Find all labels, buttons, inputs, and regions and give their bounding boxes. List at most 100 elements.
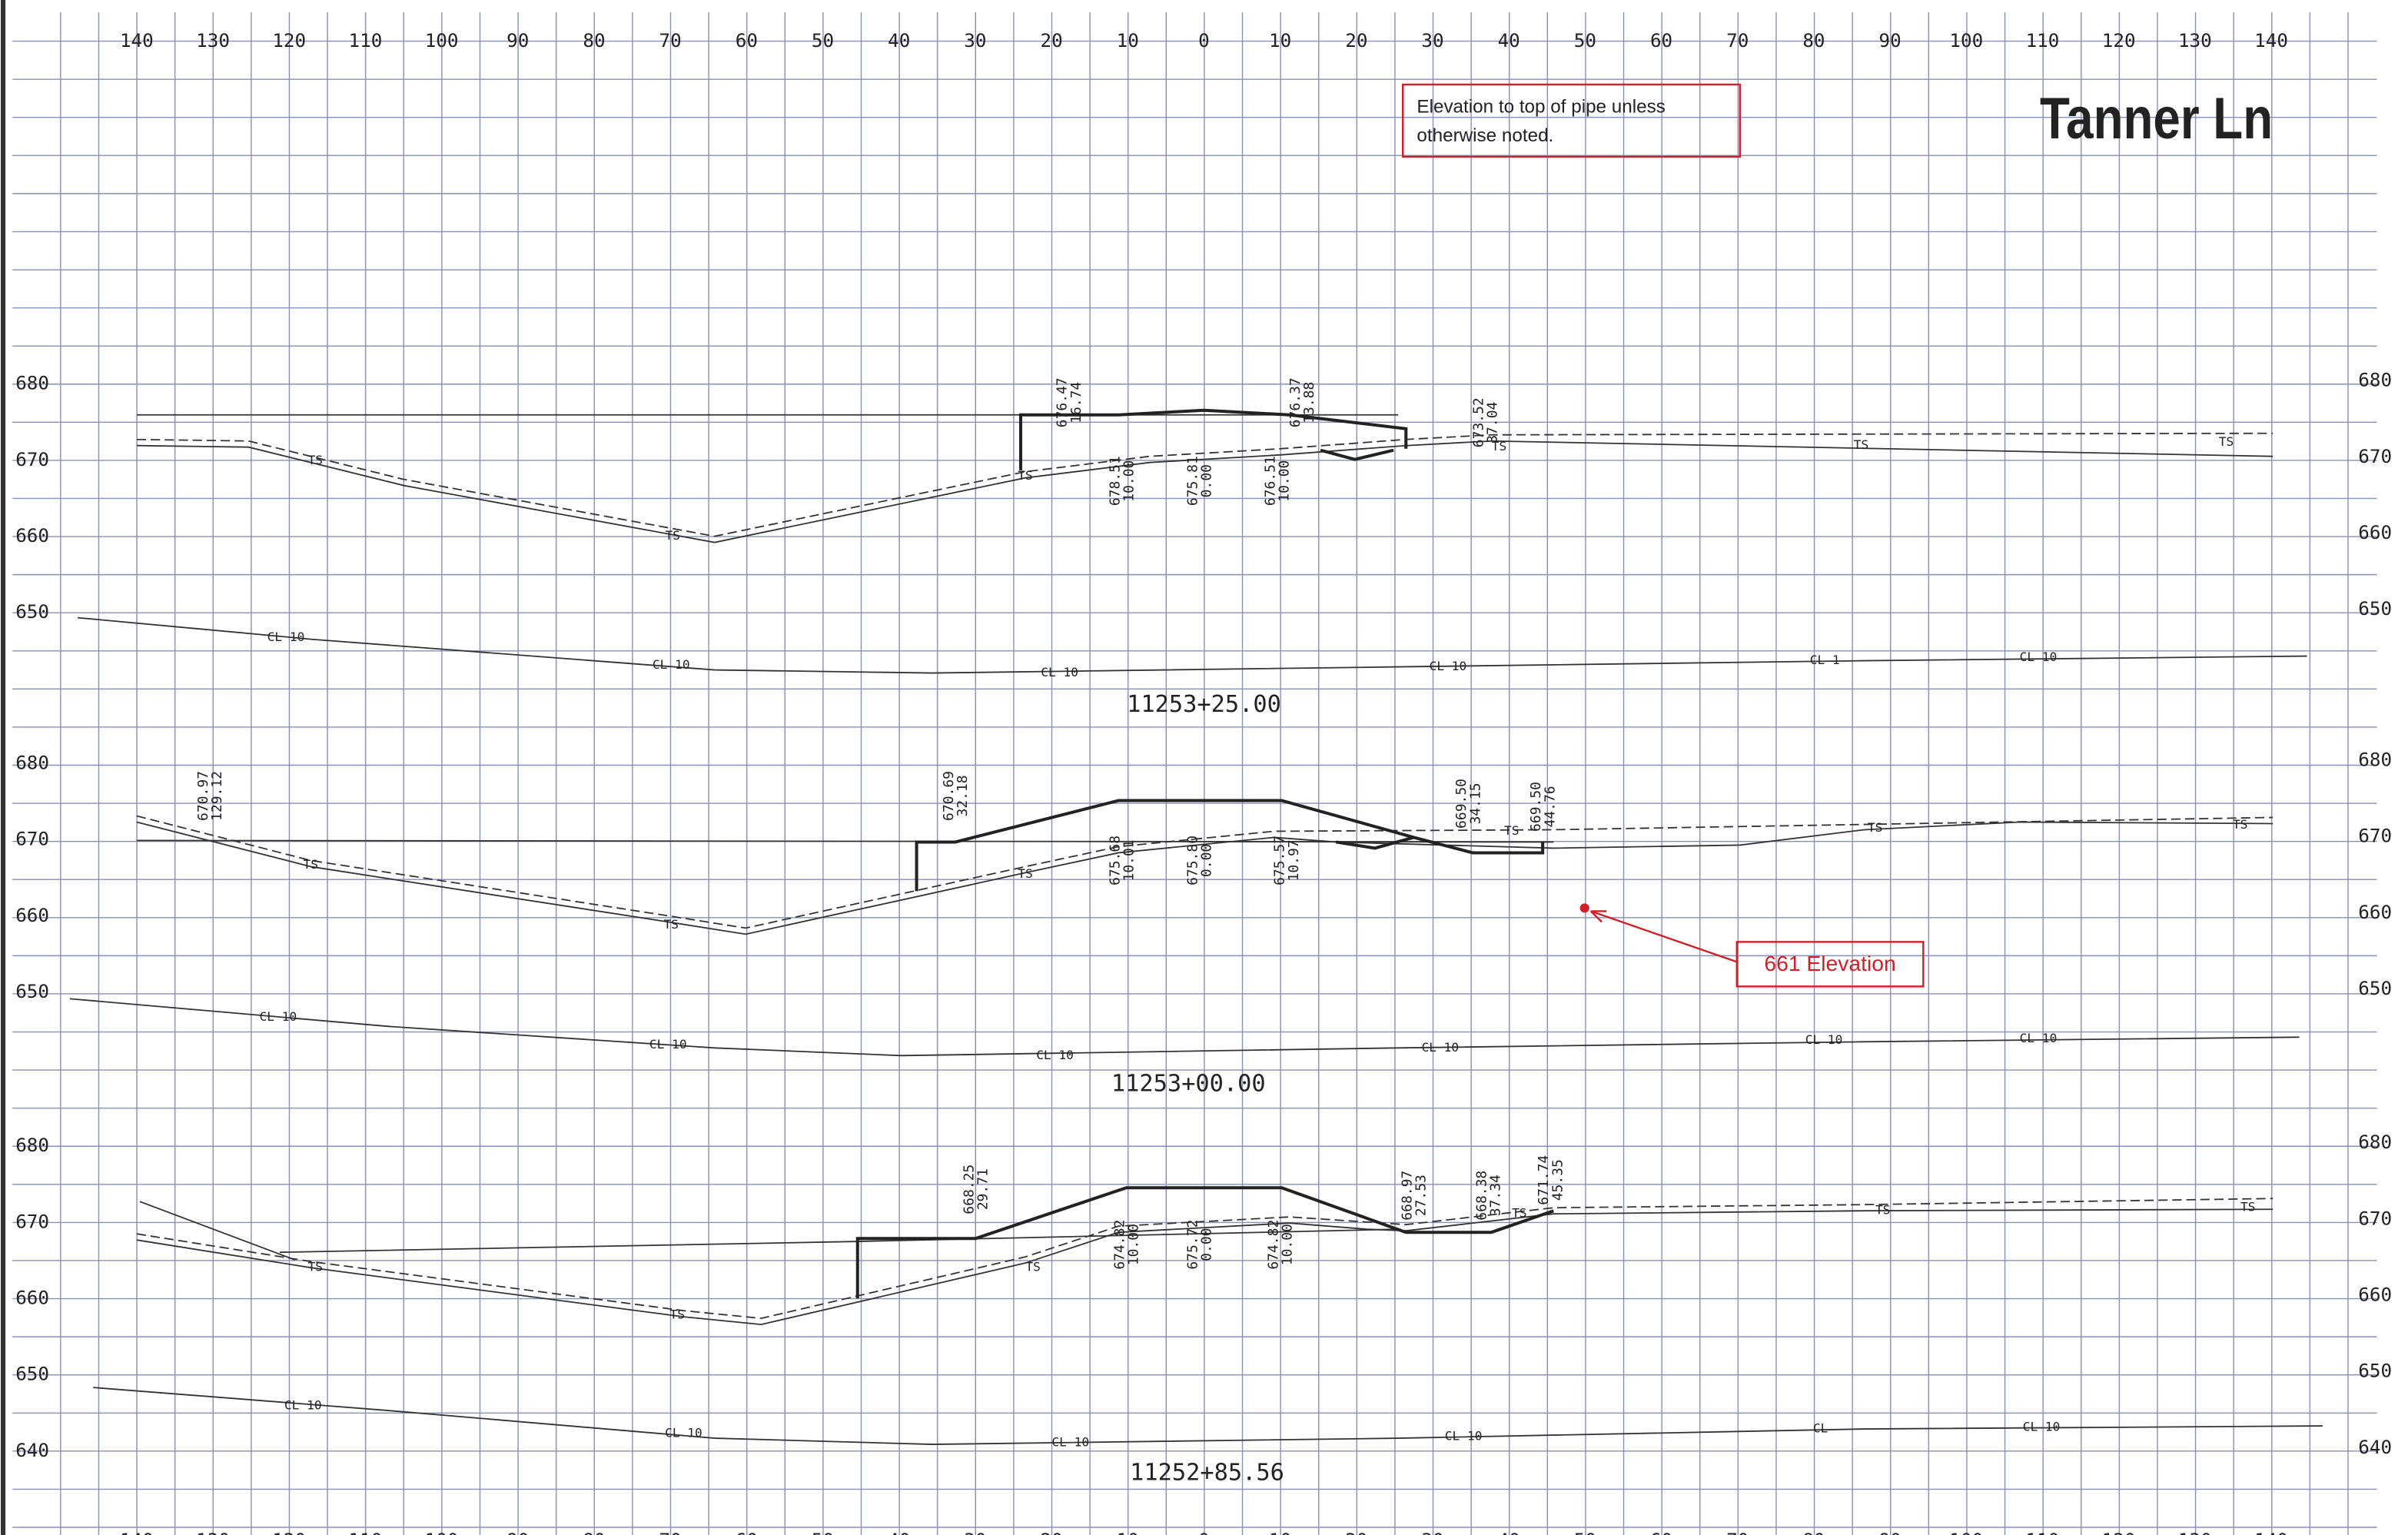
offset-label: 100: [1949, 1530, 1983, 1535]
elevation-offset-label: 0.00: [1198, 1228, 1214, 1261]
profiles: [69, 408, 2323, 1445]
elevation-offset-label: 32.18: [955, 775, 971, 816]
offset-label: 130: [2178, 1530, 2212, 1535]
offset-label: 140: [120, 1530, 154, 1535]
elevation-offset-label: 673.52: [1470, 397, 1486, 447]
road-section: [1018, 408, 1408, 470]
offset-label: 130: [196, 30, 230, 51]
elevation-label: 650: [15, 601, 49, 623]
offset-label: 30: [1421, 30, 1443, 51]
elevation-offset-label: 29.71: [975, 1168, 991, 1210]
elevation-offset-label: 676.47: [1055, 377, 1071, 427]
cl-label: CL: [1813, 1421, 1828, 1436]
cl-label: CL 1: [1810, 653, 1840, 667]
offset-label: 10: [1117, 1530, 1139, 1535]
cl-label: CL 10: [1051, 1435, 1089, 1450]
offset-label: 100: [1949, 30, 1983, 51]
cl-label: CL 10: [2023, 1420, 2061, 1434]
ts-label: TS: [1492, 439, 1506, 454]
offset-label: 10: [1269, 1530, 1291, 1535]
note-line: otherwise noted.: [1417, 125, 1553, 146]
elevation-offset-label: 676.51: [1262, 456, 1278, 506]
elevation-label: 680: [15, 1135, 49, 1156]
elevation-label: 640: [2358, 1437, 2392, 1458]
offset-label: 40: [888, 1530, 910, 1535]
offset-label: 40: [1498, 1530, 1520, 1535]
elevation-offset-label: 668.38: [1473, 1171, 1490, 1221]
elevation-offset-label: 10.97: [1286, 839, 1302, 881]
offset-label: 130: [196, 1530, 230, 1535]
elevation-offset-label: 675.72: [1184, 1220, 1201, 1270]
road-section: [1335, 836, 1414, 850]
ts-label: TS: [2233, 817, 2247, 832]
elevation-label: 660: [2358, 902, 2392, 923]
offset-label: 110: [2026, 30, 2060, 51]
offset-label: 80: [1802, 1530, 1825, 1535]
elevation-offset-label: 10.00: [1280, 1224, 1296, 1265]
cl-label: CL 10: [649, 1037, 687, 1052]
offset-label: 100: [425, 1530, 459, 1535]
note-box: [1402, 83, 1742, 158]
offset-label: 140: [120, 30, 154, 51]
ground-dashed: [136, 1198, 2273, 1320]
elevation-label: 670: [2358, 446, 2392, 467]
offset-label: 110: [349, 1530, 383, 1535]
ground-dashed: [136, 815, 2273, 929]
elevation-label: 650: [2358, 1361, 2392, 1382]
sheet-title: Tanner Ln: [2040, 86, 2273, 151]
ts-label: TS: [2219, 434, 2234, 449]
elevation-offset-label: 675.68: [1107, 836, 1123, 885]
station-label: 11253+25.00: [1127, 691, 1281, 718]
cl-label: CL 10: [653, 657, 690, 672]
offset-label: 80: [1802, 30, 1825, 51]
offset-label: 40: [888, 30, 910, 51]
offset-label: 20: [1345, 1530, 1367, 1535]
offset-label: 140: [2254, 1530, 2288, 1535]
offset-label: 30: [964, 30, 986, 51]
offset-label: 40: [1498, 30, 1520, 51]
elevation-offset-label: 13.88: [1301, 382, 1317, 424]
ts-label: TS: [2240, 1200, 2255, 1214]
elevation-offset-label: 678.51: [1107, 456, 1123, 506]
elevation-label: 660: [15, 525, 49, 547]
elevation-offset-label: 676.37: [1287, 377, 1304, 427]
offset-label: 50: [1574, 30, 1596, 51]
ts-label: TS: [1018, 866, 1032, 881]
offset-label: 120: [272, 1530, 306, 1535]
elevation-offset-label: 675.57: [1271, 836, 1287, 885]
ground-dashed: [136, 432, 2273, 537]
offset-label: 140: [2254, 30, 2288, 51]
elevation-offset-label: 44.76: [1542, 786, 1558, 827]
cl-label: CL 10: [2020, 1031, 2058, 1045]
elevation-label: 670: [15, 1211, 49, 1232]
centerline: [77, 616, 2307, 674]
elevation-offset-label: 669.50: [1453, 779, 1470, 829]
cl-label: CL 10: [260, 1009, 297, 1024]
elevation-label: 650: [15, 981, 49, 1002]
offset-label: 130: [2178, 30, 2212, 51]
road-section: [915, 799, 1545, 892]
elevation-label: 670: [2358, 1208, 2392, 1229]
ts-label: TS: [1868, 820, 1882, 835]
elevation-offset-label: 0.00: [1198, 844, 1214, 877]
offset-label: 90: [1879, 1530, 1901, 1535]
offset-label: 20: [1345, 30, 1367, 51]
elevation-offset-label: 10.00: [1277, 460, 1293, 502]
elevation-label: 680: [2358, 370, 2392, 391]
elevation-offset-label: 0.00: [1198, 464, 1214, 497]
elevation-label: 670: [15, 449, 49, 470]
offset-label: 30: [1421, 1530, 1443, 1535]
ts-label: TS: [308, 1260, 323, 1274]
offset-label: 70: [1726, 30, 1749, 51]
elevation-offset-label: 669.50: [1528, 782, 1544, 832]
cl-label: CL 10: [1430, 659, 1467, 673]
elevation-label: 670: [2358, 826, 2392, 847]
elevation-offset-label: 674.82: [1265, 1220, 1281, 1270]
offset-label: 0: [1198, 30, 1210, 51]
centerline: [93, 1387, 2323, 1445]
ts-label: TS: [663, 917, 678, 932]
offset-label: 60: [736, 30, 758, 51]
elevation-offset-label: 675.80: [1184, 836, 1201, 885]
